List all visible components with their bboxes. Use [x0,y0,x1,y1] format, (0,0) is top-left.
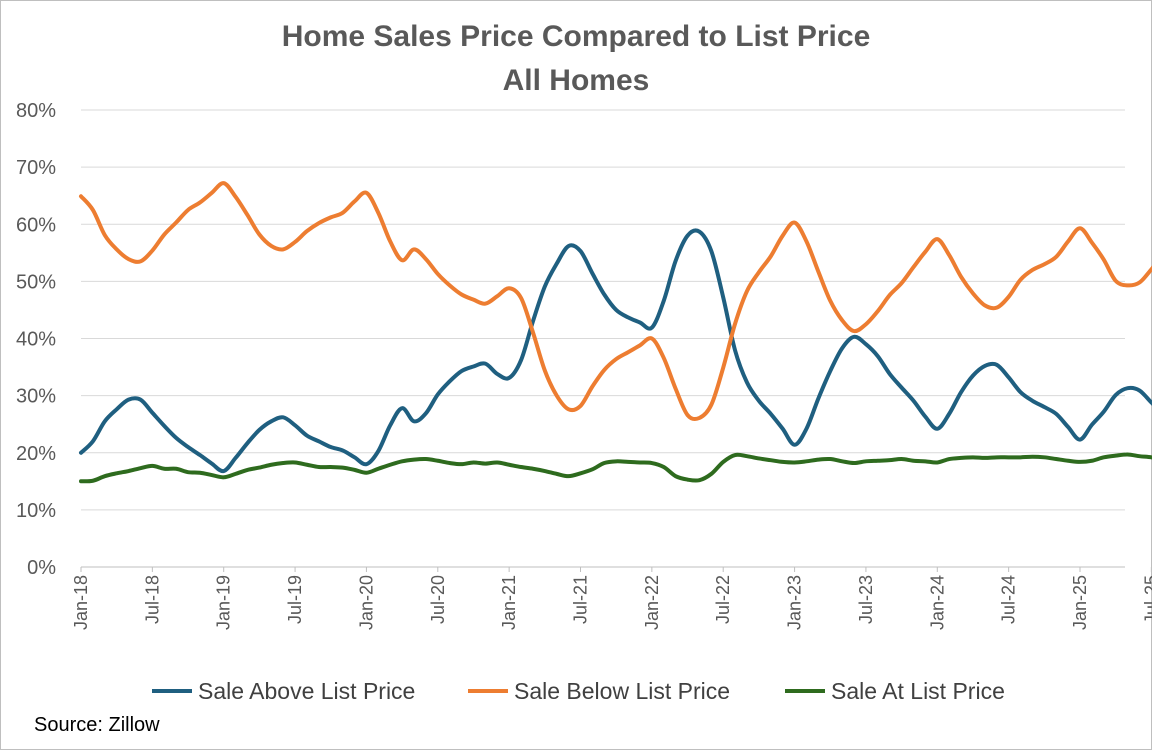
x-tick-label: Jan-22 [642,575,662,630]
x-tick-label: Jul-20 [428,575,448,624]
legend-label-at: Sale At List Price [831,677,1005,704]
y-tick-label: 70% [16,157,56,179]
y-tick-label: 80% [16,100,56,122]
x-tick-label: Jul-24 [999,575,1019,624]
legend-item-at: Sale At List Price [785,676,1005,706]
legend-item-below: Sale Below List Price [468,676,730,706]
legend-label-above: Sale Above List Price [198,677,416,704]
legend-label-below: Sale Below List Price [514,677,731,704]
x-tick-label: Jan-20 [356,575,376,630]
source-note: Source: Zillow [34,714,160,736]
legend-swatch-at [785,689,825,693]
legend-item-above: Sale Above List Price [152,676,415,706]
chart-title: Home Sales Price Compared to List Price [281,20,871,53]
x-tick-label: Jan-24 [927,575,947,630]
series-line-above-list [79,228,1152,474]
x-tick-label: Jan-25 [1070,575,1090,630]
y-tick-label: 60% [16,214,56,236]
y-tick-label: 0% [27,557,56,579]
chart-legend: Sale Above List Price Sale Below List Pr… [0,676,1152,706]
x-tick-label: Jul-18 [142,575,162,624]
x-tick-label: Jan-21 [499,575,519,630]
chart-subtitle: All Homes [502,64,650,97]
x-tick-label: Jan-19 [214,575,234,630]
series-line-below-list [79,181,1152,422]
x-tick-label: Jul-21 [571,575,591,624]
x-tick-label: Jul-19 [285,575,305,624]
y-tick-label: 50% [16,271,56,293]
x-tick-label: Jan-23 [785,575,805,630]
x-tick-label: Jul-25 [1141,575,1152,624]
y-tick-label: 30% [16,386,56,408]
x-tick-label: Jul-23 [856,575,876,624]
legend-swatch-above [152,689,192,693]
y-tick-label: 40% [16,329,56,351]
x-tick-label: Jul-22 [713,575,733,624]
x-tick-label: Jan-18 [71,575,91,630]
series-line-at-list [79,452,1152,484]
y-tick-label: 10% [16,500,56,522]
y-tick-label: 20% [16,443,56,465]
legend-swatch-below [468,689,508,693]
